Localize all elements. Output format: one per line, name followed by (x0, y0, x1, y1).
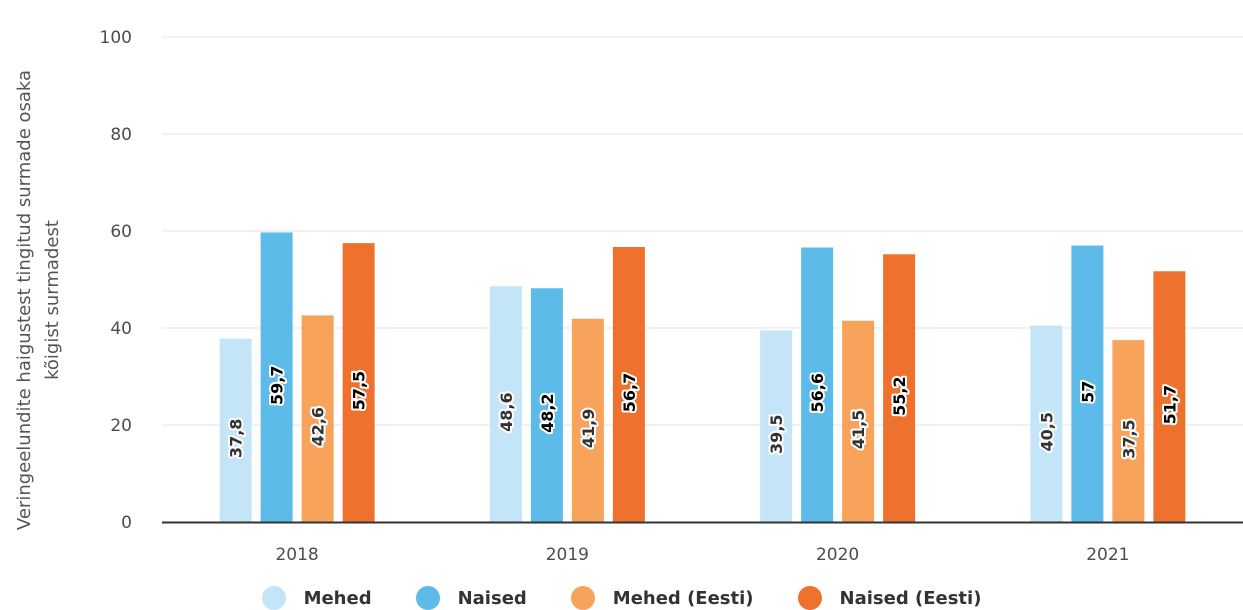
x-tick-label: 2019 (546, 545, 589, 565)
x-tick-label: 2020 (816, 545, 859, 565)
y-axis-title: Veringeelundite haigustest tingitud surm… (14, 70, 63, 530)
legend-label: Mehed (Eesti) (612, 587, 754, 609)
y-axis-title-line-2: kõigist surmadest (42, 220, 63, 380)
data-label: 57,5 (350, 371, 369, 410)
data-label: 56,7 (620, 373, 639, 412)
legend: Mehed Naised Mehed (Eesti) Naised (Eesti) (0, 586, 1243, 610)
data-label: 41,9 (579, 409, 598, 448)
legend-item[interactable]: Naised (415, 586, 527, 610)
bar (530, 288, 563, 522)
legend-item[interactable]: Mehed (Eesti) (570, 586, 754, 610)
y-tick-label: 100 (100, 28, 132, 48)
y-axis-title-line-1: Veringeelundite haigustest tingitud surm… (14, 70, 35, 530)
y-tick-label: 0 (121, 513, 132, 533)
data-label: 40,5 (1037, 412, 1056, 451)
bar-chart: 0 20 40 60 80 100 37,8 59,7 42,6 57,5 48,6 48,2 41,… (14, 28, 1243, 565)
data-label: 48,2 (538, 393, 557, 432)
legend-swatch (415, 586, 440, 610)
x-axis-ticks: 2018 2019 2020 2021 (275, 545, 1129, 565)
legend-item[interactable]: Mehed (261, 586, 372, 610)
data-label: 51,7 (1160, 385, 1179, 424)
y-tick-label: 40 (110, 319, 132, 339)
legend-swatch (570, 586, 595, 610)
y-axis-ticks: 0 20 40 60 80 100 (100, 28, 132, 533)
y-tick-label: 80 (110, 125, 132, 145)
data-label: 37,8 (227, 419, 246, 458)
bar (612, 247, 645, 522)
legend-label: Mehed (303, 587, 372, 609)
bar (1112, 340, 1145, 522)
y-tick-label: 20 (110, 416, 132, 436)
data-label: 55,2 (890, 376, 909, 415)
gridlines (162, 36, 1243, 426)
legend-swatch (261, 586, 286, 610)
data-label: 37,5 (1119, 419, 1138, 458)
bar (883, 254, 916, 522)
data-label: 56,6 (808, 373, 827, 412)
data-label: 59,7 (268, 365, 287, 404)
legend-item[interactable]: Naised (Eesti) (797, 586, 982, 610)
bar (342, 243, 375, 522)
data-label: 42,6 (309, 407, 328, 446)
bar (571, 318, 604, 522)
legend-label: Naised (Eesti) (839, 587, 982, 609)
data-label: 39,5 (767, 414, 786, 453)
bar (801, 247, 834, 523)
bar (219, 338, 252, 522)
y-tick-label: 60 (110, 222, 132, 242)
data-labels: 37,8 59,7 42,6 57,5 48,6 48,2 41,9 56,7 39,5 56,6… (225, 363, 1182, 460)
x-tick-label: 2021 (1086, 545, 1129, 565)
data-label: 57 (1078, 381, 1097, 403)
bar (489, 286, 522, 522)
legend-label: Naised (457, 587, 527, 609)
bar (301, 315, 334, 522)
bar (760, 330, 793, 522)
bar (842, 320, 875, 522)
bar (1153, 271, 1186, 522)
bar (1030, 325, 1063, 522)
x-tick-label: 2018 (275, 545, 318, 565)
data-label: 48,6 (497, 392, 516, 431)
bars (219, 232, 1186, 523)
legend-swatch (797, 586, 822, 610)
bar (260, 232, 293, 522)
bar (1071, 245, 1104, 523)
data-label: 41,5 (849, 410, 868, 449)
